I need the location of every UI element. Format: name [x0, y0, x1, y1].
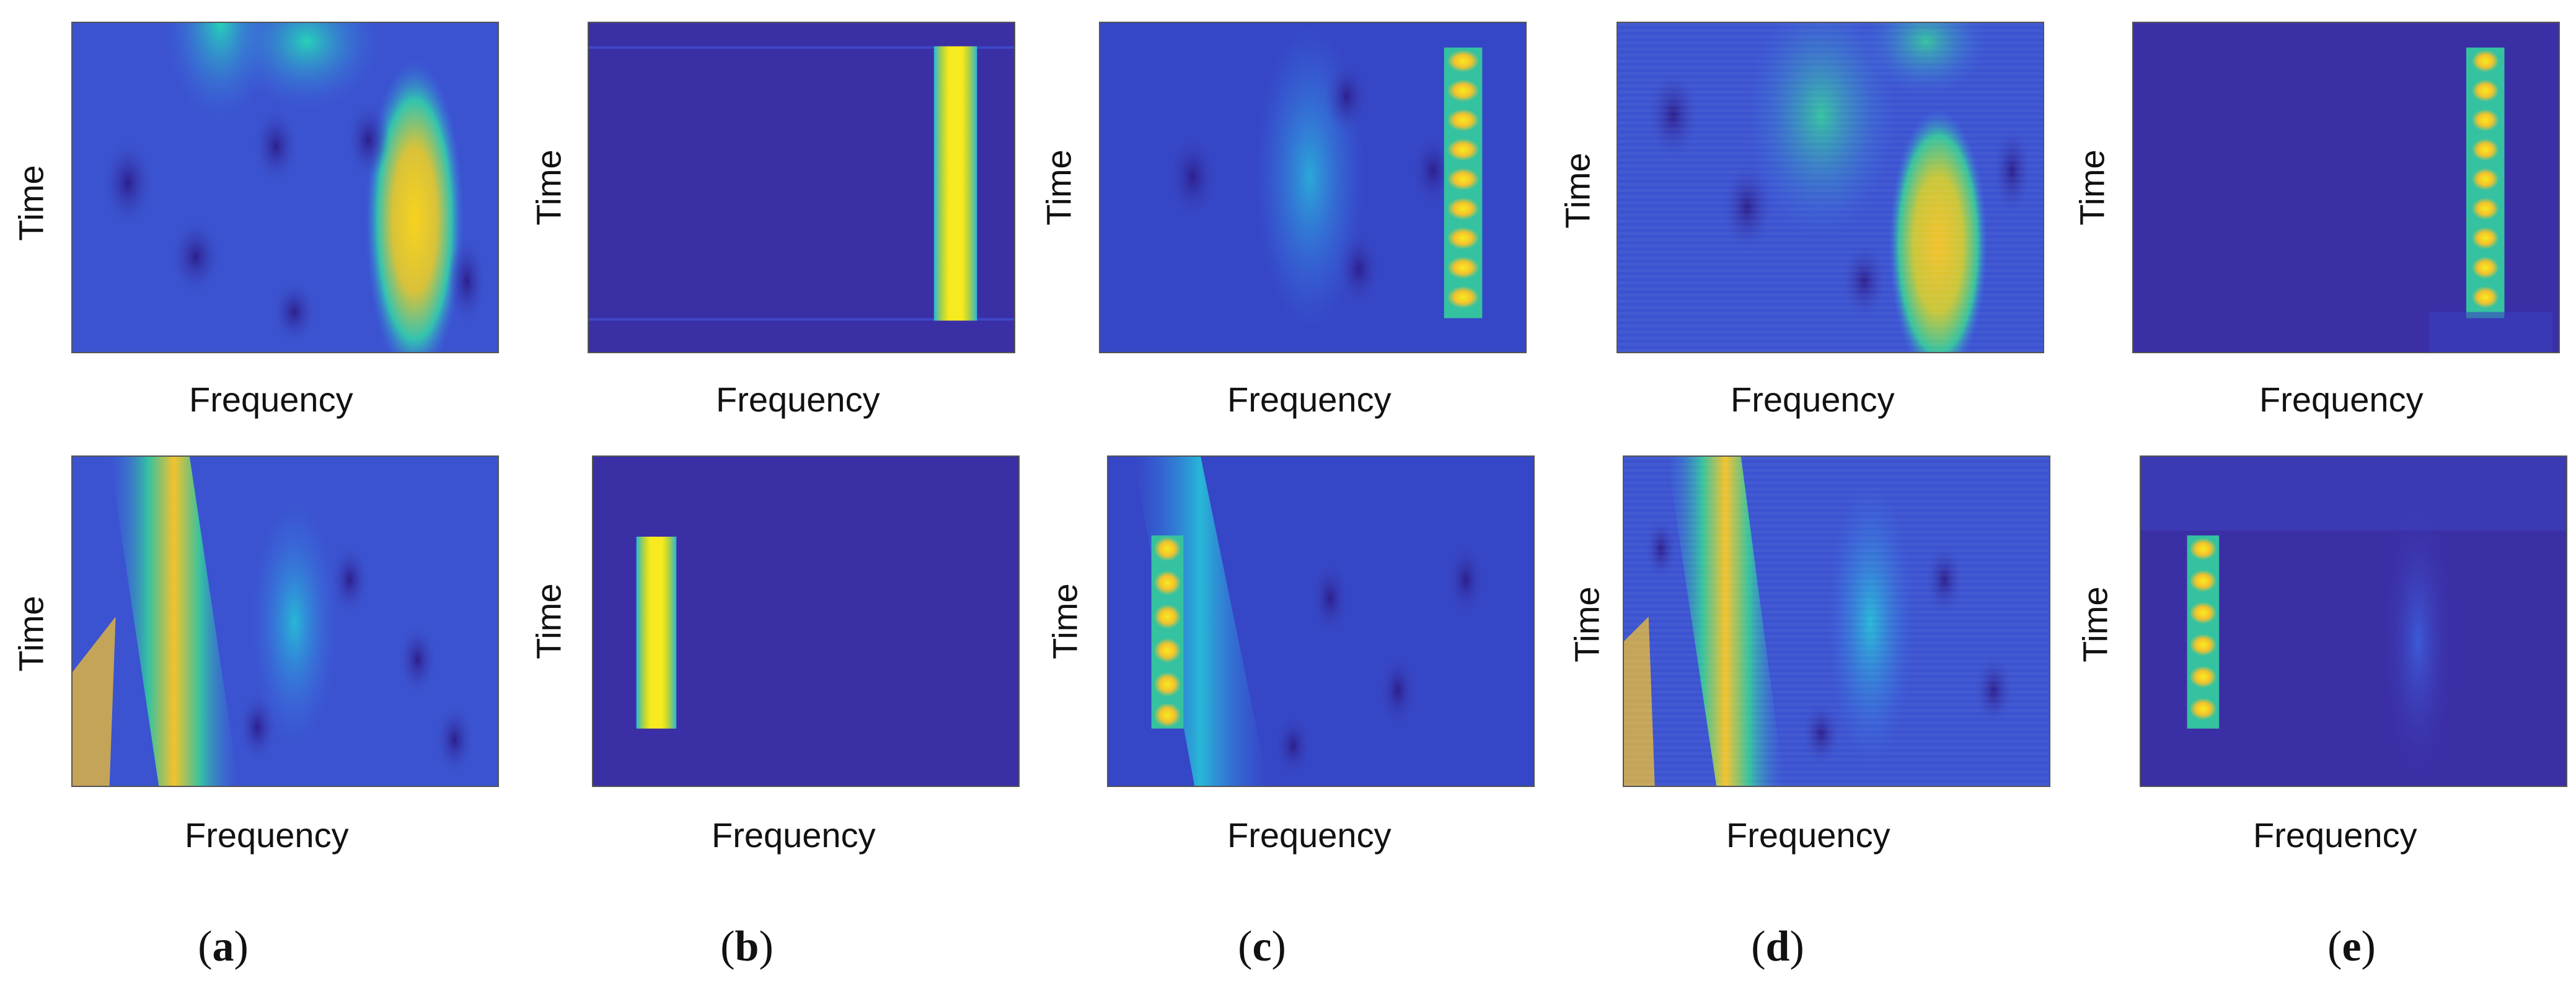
- caption-d: (d): [1751, 923, 1804, 970]
- x-axis-label: Frequency: [1227, 380, 1392, 419]
- spectrogram-a-bottom: [71, 455, 499, 787]
- spectrogram-d-top: [1617, 22, 2044, 353]
- panel-a-bottom: [71, 455, 499, 787]
- x-axis-label: Frequency: [716, 380, 880, 419]
- panel-d-bottom: [1623, 455, 2050, 787]
- y-axis-label: Time: [529, 149, 568, 226]
- panel-e-top: [2132, 22, 2560, 353]
- y-axis-label: Time: [11, 165, 51, 241]
- caption-b: (b): [720, 923, 774, 970]
- y-axis-label: Time: [1567, 586, 1607, 662]
- caption-c: (c): [1238, 923, 1286, 970]
- panel-c-bottom: [1107, 455, 1535, 787]
- y-axis-label: Time: [529, 583, 568, 659]
- x-axis-label: Frequency: [1731, 380, 1895, 419]
- panel-e-bottom: [2140, 455, 2567, 787]
- y-axis-label: Time: [1045, 583, 1085, 659]
- x-axis-label: Frequency: [712, 816, 876, 855]
- x-axis-label: Frequency: [2259, 380, 2424, 419]
- spectrogram-a-top: [71, 22, 499, 353]
- spectrogram-b-top: [588, 22, 1015, 353]
- x-axis-label: Frequency: [2253, 816, 2417, 855]
- panel-d-top: [1617, 22, 2044, 353]
- y-axis-label: Time: [1558, 152, 1597, 229]
- spectrogram-c-bottom: [1107, 455, 1535, 787]
- spectrogram-e-top: [2132, 22, 2560, 353]
- caption-a: (a): [198, 923, 249, 970]
- panel-b-top: [588, 22, 1015, 353]
- spectrogram-c-top: [1099, 22, 1527, 353]
- spectrogram-b-bottom: [592, 455, 1020, 787]
- x-axis-label: Frequency: [185, 816, 349, 855]
- y-axis-label: Time: [2072, 149, 2112, 226]
- x-axis-label: Frequency: [1227, 816, 1392, 855]
- panel-b-bottom: [592, 455, 1020, 787]
- x-axis-label: Frequency: [189, 380, 353, 419]
- x-axis-label: Frequency: [1726, 816, 1890, 855]
- panel-a-top: [71, 22, 499, 353]
- spectrogram-e-bottom: [2140, 455, 2567, 787]
- panel-c-top: [1099, 22, 1527, 353]
- y-axis-label: Time: [2075, 586, 2115, 662]
- y-axis-label: Time: [11, 596, 51, 672]
- y-axis-label: Time: [1039, 149, 1078, 226]
- spectrogram-d-bottom: [1623, 455, 2050, 787]
- caption-e: (e): [2327, 923, 2376, 970]
